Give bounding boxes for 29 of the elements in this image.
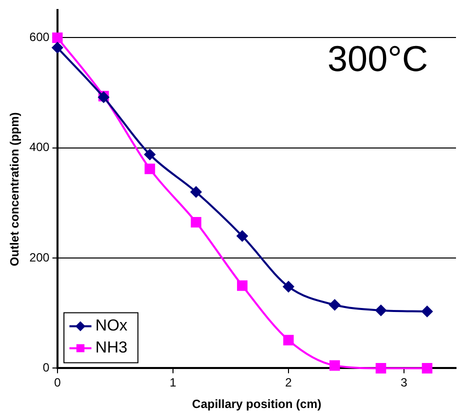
x-axis-title: Capillary position (cm) xyxy=(192,397,322,412)
point xyxy=(144,149,156,160)
y-tick-label: 400 xyxy=(29,140,50,154)
x-tick-label: 1 xyxy=(170,376,177,390)
point xyxy=(236,230,248,242)
point xyxy=(52,42,63,54)
x-tick-label: 3 xyxy=(400,376,408,390)
point xyxy=(422,362,432,374)
y-tick-label: 600 xyxy=(29,30,50,44)
annotation: 300°C xyxy=(328,38,428,80)
y-axis-title: Outlet concentration (ppm) xyxy=(8,112,22,266)
point xyxy=(375,304,386,316)
y-tick-label: 0 xyxy=(42,360,50,375)
point xyxy=(329,360,340,371)
x-tick-label: 0 xyxy=(54,376,62,390)
point xyxy=(52,32,63,43)
x-tick-label: 2 xyxy=(285,376,292,390)
legend-label: NH3 xyxy=(95,340,128,357)
point xyxy=(190,186,202,198)
point xyxy=(422,306,433,317)
point xyxy=(376,362,386,374)
legend-label: NOx xyxy=(95,318,128,335)
point xyxy=(190,217,202,228)
point xyxy=(144,164,156,174)
point xyxy=(329,299,340,310)
point xyxy=(282,281,294,292)
y-tick-label: 200 xyxy=(29,250,50,264)
point xyxy=(283,334,294,346)
point xyxy=(237,280,248,291)
